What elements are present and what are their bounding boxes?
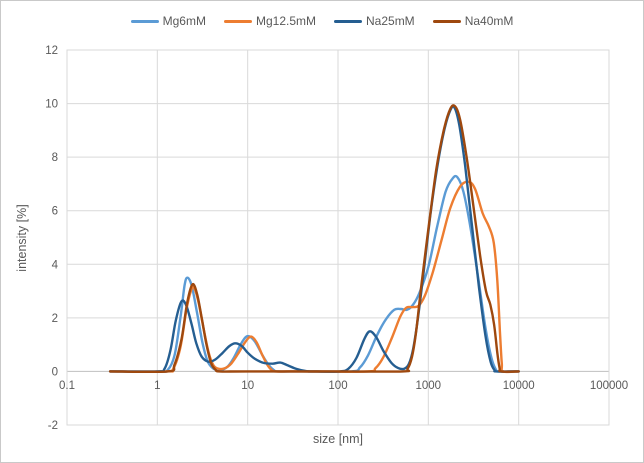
- x-tick-label: 100: [328, 380, 347, 392]
- x-tick-label: 1000: [416, 380, 442, 392]
- x-tick-label: 10: [241, 380, 254, 392]
- y-tick-label: 8: [52, 152, 58, 164]
- legend-swatch-icon: [223, 19, 252, 23]
- legend-label: Na40mM: [464, 14, 514, 28]
- legend-label: Mg12.5mM: [255, 14, 316, 28]
- legend-item-mg6mm[interactable]: Mg6mM: [130, 14, 206, 28]
- legend-item-na40mm[interactable]: Na40mM: [432, 14, 514, 28]
- y-tick-label: -2: [48, 420, 58, 432]
- series-lines: [108, 104, 520, 374]
- legend-label: Na25mM: [366, 14, 415, 28]
- x-axis-title: size [nm]: [312, 432, 364, 446]
- series-line-na40mm[interactable]: [108, 104, 520, 374]
- plot-border: [66, 49, 610, 426]
- x-tick-label: 1: [154, 380, 160, 392]
- legend-item-na25mm[interactable]: Na25mM: [334, 15, 415, 27]
- y-tick-label: 10: [45, 99, 58, 111]
- legend-swatch-icon: [334, 19, 362, 23]
- y-tick-label: 12: [45, 45, 58, 57]
- y-tick-label: 0: [52, 366, 58, 378]
- y-tick-label: 2: [52, 313, 58, 325]
- legend: Mg6mM Mg12.5mM Na25mM Na40mM: [1, 13, 643, 29]
- y-tick-label: 6: [52, 206, 58, 218]
- x-tick-label: 10000: [503, 380, 535, 392]
- legend-swatch-icon: [130, 19, 159, 23]
- legend-swatch-icon: [432, 19, 461, 23]
- x-tick-label: 100000: [590, 380, 628, 392]
- y-tick-label: 4: [52, 259, 59, 271]
- series-line-na25mm[interactable]: [108, 105, 520, 373]
- x-tick-label: 0.1: [59, 380, 75, 392]
- y-axis-title: intensity [%]: [15, 204, 29, 272]
- x-gridlines: [66, 50, 610, 425]
- legend-item-mg12.5mm[interactable]: Mg12.5mM: [223, 14, 316, 28]
- legend-label: Mg6mM: [162, 14, 206, 28]
- tick-labels: 0.1 1 10 100 1000 10000 100000 -2 0 2 4 6 8 10 12: [45, 45, 628, 432]
